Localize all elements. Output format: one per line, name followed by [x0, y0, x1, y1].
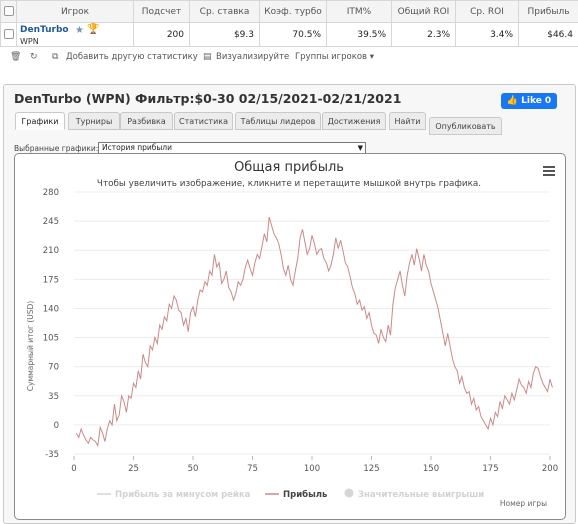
legend-item-profit[interactable]: Прибыль — [283, 489, 327, 500]
player-stats-table: Игрок Подсчет Ср. ставка Коэф. турбо ITM… — [0, 0, 578, 47]
chart-title: Общая прибыль — [234, 160, 344, 175]
col-header[interactable]: Коэф. турбо — [259, 0, 327, 23]
itm-cell: 39.5% — [326, 22, 392, 47]
facebook-like-button[interactable]: 👍 Like 0 — [501, 93, 557, 109]
x-tick-label: 175 — [482, 464, 498, 474]
table-row: DenTurbo WPN ★ 🏆 200 $9.3 70.5% 39.5% 2.… — [0, 22, 578, 47]
tab-statistics[interactable]: Статистика — [174, 112, 233, 130]
legend-item-big-wins[interactable]: Значительные выигрыши — [358, 490, 484, 500]
y-tick-label: 175 — [43, 275, 59, 285]
profit-cell: $46.4 — [518, 22, 578, 47]
count-cell: 200 — [133, 22, 190, 47]
y-tick-label: 245 — [43, 217, 59, 227]
col-header[interactable]: Подсчет — [133, 0, 190, 23]
visualize-link[interactable]: Визуализируйте — [216, 52, 290, 62]
select-all-checkbox[interactable] — [3, 6, 14, 17]
trash-icon[interactable]: 🗑 — [10, 52, 22, 62]
col-header[interactable]: ITM% — [326, 0, 392, 23]
x-tick-label: 0 — [71, 464, 76, 474]
tab-achievements[interactable]: Достижения — [322, 112, 386, 130]
chart-grid — [74, 191, 550, 455]
player-network: WPN — [20, 37, 39, 46]
player-panel: DenTurbo (WPN) Фильтр:$0-30 02/15/2021-0… — [3, 84, 576, 524]
col-header[interactable]: Ср. ставка — [189, 0, 260, 23]
x-tick-label: 125 — [363, 464, 379, 474]
x-tick-label: 75 — [247, 464, 258, 474]
chart-container[interactable]: Общая прибыль Чтобы увеличить изображени… — [14, 153, 566, 520]
selected-charts-value: История прибыли — [102, 143, 172, 152]
tab-charts[interactable]: Графики — [15, 112, 65, 130]
tab-search[interactable]: Найти — [389, 112, 426, 130]
star-icon[interactable]: ★ — [75, 25, 84, 36]
x-tick-label: 25 — [128, 464, 139, 474]
caret-down-icon: ▾ — [369, 52, 375, 62]
col-header[interactable]: Игрок — [16, 0, 134, 23]
player-groups-label: Группы игроков — [295, 52, 368, 62]
y-tick-label: 280 — [43, 188, 59, 198]
y-tick-label: 210 — [43, 246, 59, 256]
panel-title: DenTurbo (WPN) Фильтр:$0-30 02/15/2021-0… — [14, 91, 402, 106]
row-checkbox[interactable] — [3, 29, 14, 40]
table-toolbar: 🗑 ↻ ⧉ Добавить другую статистику ▤ Визуа… — [0, 49, 578, 65]
x-tick-label: 100 — [304, 464, 320, 474]
row-select-cell[interactable] — [0, 22, 17, 47]
total-roi-cell: 2.3% — [391, 22, 456, 47]
fb-like-label: Like 0 — [521, 96, 552, 106]
player-name-link[interactable]: DenTurbo — [20, 25, 69, 35]
menu-icon[interactable] — [543, 166, 555, 176]
y-tick-label: 140 — [43, 304, 59, 314]
trophy-icon: 🏆 — [87, 24, 100, 35]
x-axis-label: Номер игры — [500, 499, 547, 508]
tab-tournaments[interactable]: Турниры — [68, 112, 120, 130]
legend-swatch-big-wins — [344, 488, 354, 498]
turbo-ratio-cell: 70.5% — [259, 22, 327, 47]
y-tick-label: -35 — [45, 450, 59, 460]
y-tick-label: 105 — [43, 334, 59, 344]
selected-charts-label: Выбранные графики: — [14, 144, 99, 153]
select-all-cell[interactable] — [0, 0, 17, 23]
legend-item-rake[interactable]: Прибыль за минусом рейка — [115, 489, 251, 500]
tab-publish[interactable]: Опубликовать — [429, 117, 502, 135]
y-tick-label: 35 — [48, 392, 59, 402]
tab-breakdown[interactable]: Разбивка — [120, 112, 173, 130]
col-header[interactable]: Ср. ROI — [455, 0, 519, 23]
chart-subtitle: Чтобы увеличить изображение, кликните и … — [97, 179, 481, 189]
avg-stake-cell: $9.3 — [189, 22, 260, 47]
tab-leaderboards[interactable]: Таблицы лидеров — [235, 112, 321, 130]
y-axis-label: Суммарный итог (USD) — [26, 301, 35, 392]
y-axis-ticks: -35 0 35 70 105 140 175 210 245 280 — [43, 188, 59, 460]
col-header[interactable]: Общий ROI — [391, 0, 456, 23]
avg-roi-cell: 3.4% — [455, 22, 519, 47]
copy-icon: ⧉ — [52, 52, 59, 62]
col-header[interactable]: Прибыль — [518, 0, 578, 23]
facebook-thumb-icon: 👍 — [506, 96, 522, 106]
player-cell: DenTurbo WPN ★ 🏆 — [16, 22, 134, 47]
x-tick-label: 50 — [188, 464, 199, 474]
profit-series-line — [75, 216, 553, 448]
x-tick-label: 150 — [423, 464, 439, 474]
player-groups-menu[interactable]: Группы игроков ▾ — [295, 52, 374, 62]
x-axis-ticks: 0 25 50 75 100 125 150 175 200 — [71, 456, 558, 474]
chart-icon: ▤ — [203, 52, 212, 62]
y-tick-label: 70 — [48, 363, 59, 373]
chart-legend[interactable]: Прибыль за минусом рейка Прибыль Значите… — [97, 488, 484, 501]
refresh-icon[interactable]: ↻ — [30, 52, 38, 62]
chevron-down-icon: ▼ — [357, 144, 363, 152]
x-tick-label: 200 — [542, 464, 558, 474]
profit-chart[interactable]: Общая прибыль Чтобы увеличить изображени… — [15, 154, 567, 521]
table-header-row: Игрок Подсчет Ср. ставка Коэф. турбо ITM… — [0, 0, 578, 23]
y-tick-label: 0 — [54, 421, 59, 431]
add-stats-link[interactable]: Добавить другую статистику — [66, 52, 198, 62]
